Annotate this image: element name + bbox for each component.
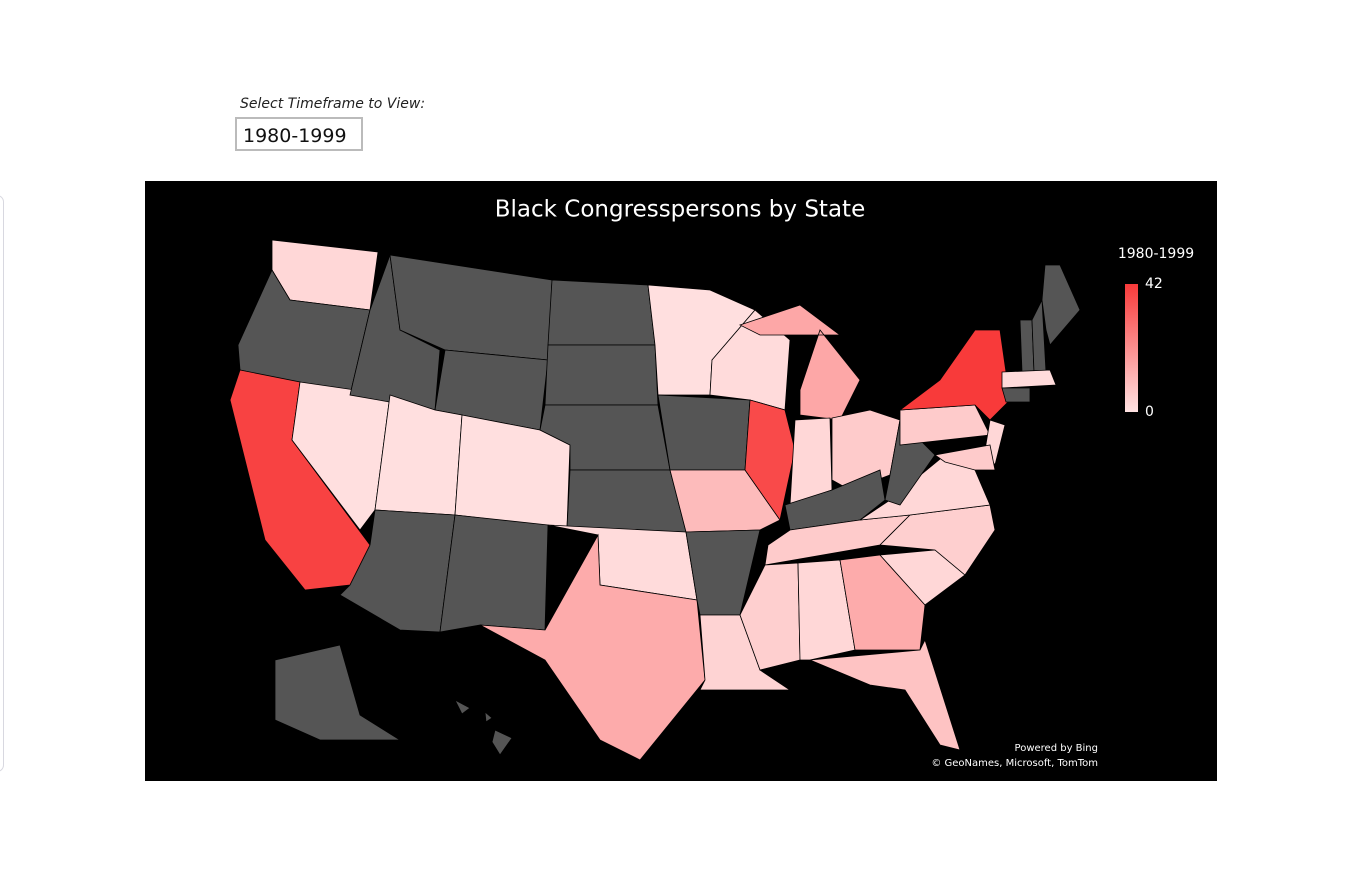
side-panel-frame — [0, 195, 4, 772]
legend-color-bar — [1125, 284, 1138, 412]
state-region — [439, 514, 549, 633]
state-region — [454, 699, 513, 756]
state-region — [1041, 264, 1081, 346]
state-regions — [229, 239, 1081, 761]
state-region — [744, 399, 796, 521]
state-region — [839, 554, 926, 651]
state-region — [933, 444, 996, 471]
state-region — [479, 533, 706, 761]
legend-tick-label: 42 — [1145, 276, 1163, 292]
control-label: Select Timeframe to View: — [240, 96, 426, 112]
chart-title: Black Congresspersons by State — [495, 197, 865, 223]
legend-tick-label: 0 — [1145, 404, 1154, 420]
state-region — [809, 638, 961, 751]
state-region — [657, 394, 751, 471]
state-region — [1001, 369, 1057, 389]
attribution: © GeoNames, Microsoft, TomTom — [931, 758, 1098, 769]
state-region — [274, 644, 402, 741]
state-region — [669, 469, 781, 533]
state-region — [884, 419, 936, 506]
attribution: Powered by Bing — [1015, 743, 1098, 754]
state-region — [1001, 387, 1031, 403]
state-region — [566, 469, 687, 533]
state-region — [544, 344, 659, 406]
state-region — [739, 562, 801, 671]
state-region — [797, 559, 856, 661]
state-region — [454, 414, 571, 529]
state-region — [547, 279, 656, 346]
map-chart: Black Congresspersons by State 1980-1999… — [145, 181, 1217, 781]
state-region — [898, 329, 1011, 421]
state-region — [374, 394, 463, 516]
legend-title: 1980-1999 — [1118, 246, 1194, 262]
timeframe-dropdown[interactable]: 1980-1999 — [235, 117, 363, 151]
state-region — [738, 304, 861, 421]
